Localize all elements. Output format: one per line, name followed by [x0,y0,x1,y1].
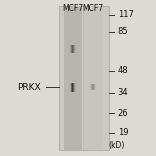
Bar [99,84,100,90]
Bar [65,45,66,53]
Bar [72,83,73,92]
Bar [64,6,82,150]
Bar [74,83,75,92]
Bar [73,45,74,53]
Text: MCF7: MCF7 [62,4,83,13]
Bar [76,83,77,92]
Bar [80,83,81,92]
Bar [68,45,69,53]
Text: 117: 117 [118,10,134,19]
Bar [86,84,87,90]
Bar [78,83,79,92]
Bar [87,84,88,90]
Bar [89,84,90,90]
Bar [66,83,67,92]
Bar [88,84,89,90]
Bar [70,83,71,92]
Bar [95,84,96,90]
Bar [59,6,109,150]
Text: (kD): (kD) [109,141,125,150]
Bar [96,84,97,90]
Bar [79,45,80,53]
Bar [66,45,67,53]
Text: 19: 19 [118,128,128,137]
Bar [91,84,92,90]
Bar [76,45,77,53]
Bar [100,84,101,90]
Bar [70,45,71,53]
Bar [72,45,73,53]
Bar [94,84,95,90]
Bar [78,45,79,53]
Bar [75,45,76,53]
Bar [97,84,98,90]
Bar [98,84,99,90]
Bar [80,45,81,53]
Bar [68,83,69,92]
Bar [73,83,74,92]
Bar [90,84,91,90]
Bar [64,45,65,53]
Bar [77,83,78,92]
Bar [84,6,102,150]
Bar [67,83,68,92]
Bar [74,45,75,53]
Text: 26: 26 [118,109,128,118]
Bar [75,83,76,92]
Text: 48: 48 [118,66,128,76]
Text: PRKX: PRKX [17,83,41,92]
Text: MCF7: MCF7 [82,4,103,13]
Bar [65,83,66,92]
Bar [92,84,93,90]
Bar [93,84,94,90]
Text: 34: 34 [118,88,128,97]
Bar [67,45,68,53]
Bar [79,83,80,92]
Bar [71,83,72,92]
Text: 85: 85 [118,27,128,37]
Bar [71,45,72,53]
Bar [64,83,65,92]
Bar [85,84,86,90]
Bar [69,83,70,92]
Bar [77,45,78,53]
Bar [69,45,70,53]
